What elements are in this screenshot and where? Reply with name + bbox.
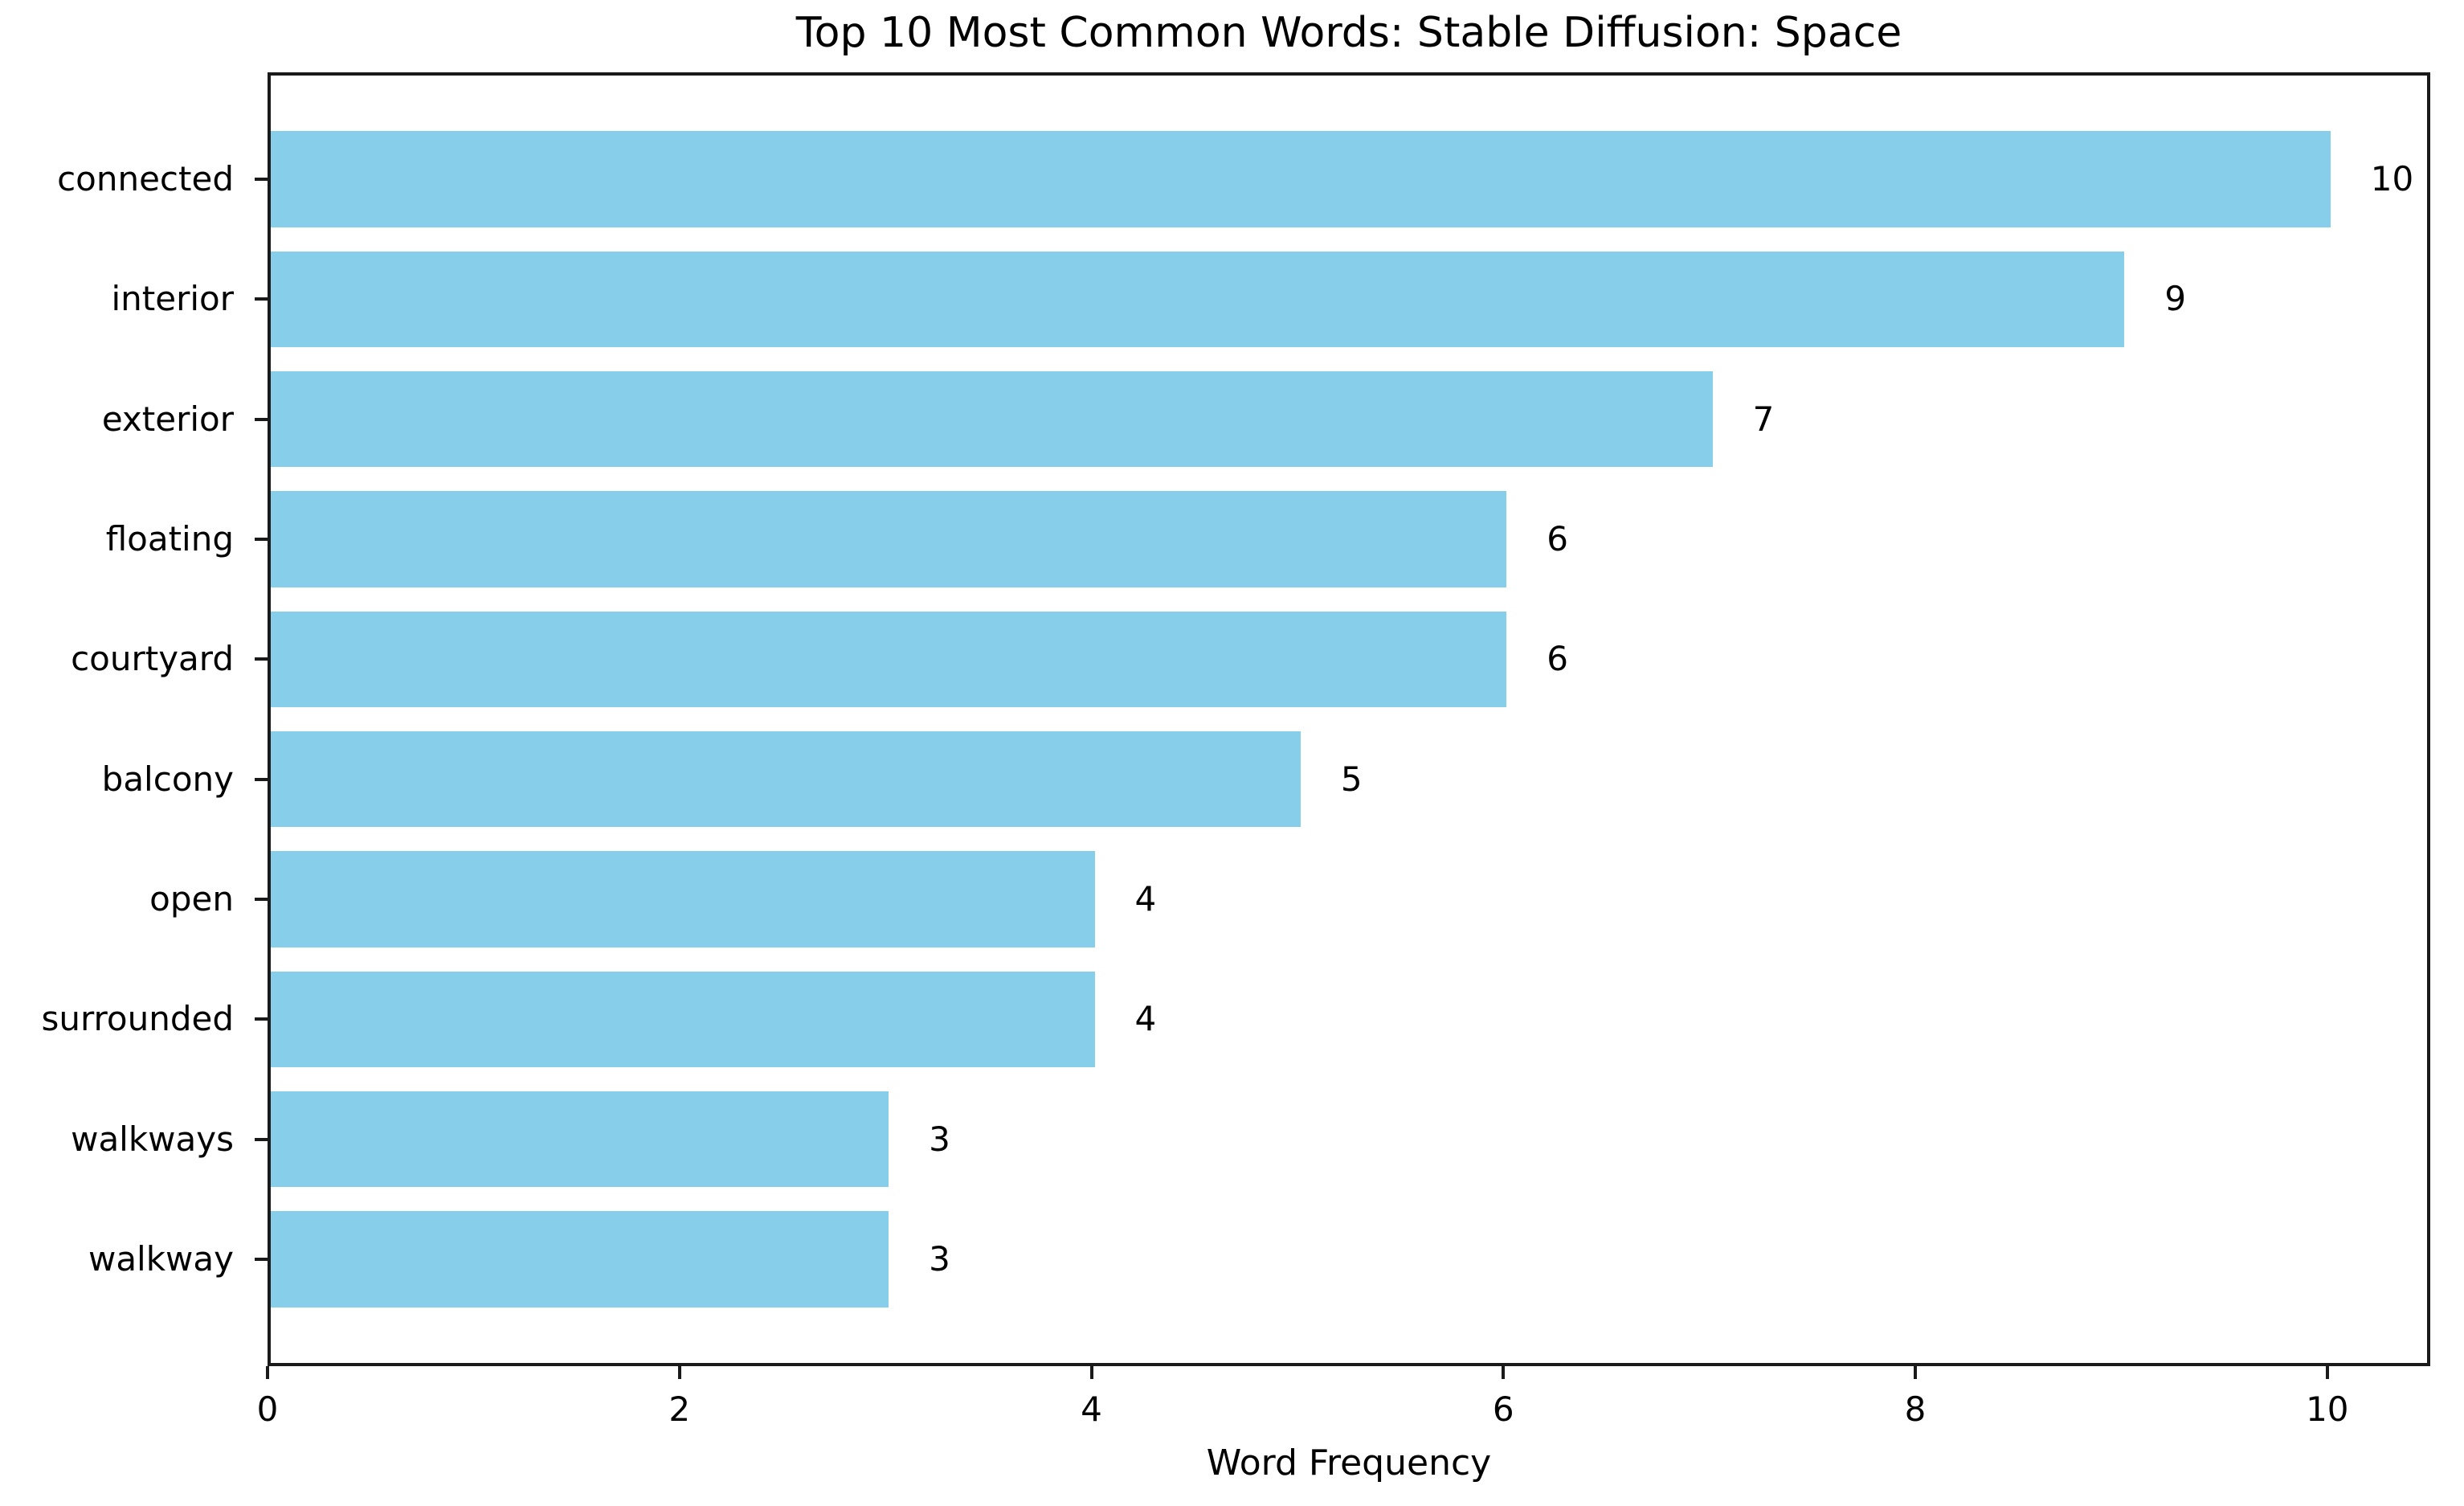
bar-value-label: 7 [1752, 399, 1775, 439]
bar-value-label: 6 [1547, 639, 1569, 679]
x-tick-mark [1089, 1366, 1093, 1379]
chart-title: Top 10 Most Common Words: Stable Diffusi… [795, 9, 1902, 57]
x-tick-label-6: 6 [1492, 1389, 1514, 1429]
y-tick-label-floating: floating [105, 518, 234, 559]
y-tick-label-walkway: walkway [88, 1239, 234, 1279]
y-tick-mark [255, 177, 268, 181]
x-tick-mark [1914, 1366, 1918, 1379]
y-tick-label-exterior: exterior [101, 399, 234, 439]
y-tick-mark [255, 537, 268, 541]
x-tick-label-8: 8 [1904, 1389, 1927, 1429]
plot-area: 10 9 7 6 6 5 4 4 3 3 [268, 72, 2430, 1366]
y-tick-mark [255, 657, 268, 661]
y-tick-mark [255, 777, 268, 781]
y-tick-label-courtyard: courtyard [71, 639, 234, 679]
bar-open [271, 851, 1095, 947]
x-tick-label-10: 10 [2306, 1389, 2349, 1429]
y-tick-label-connected: connected [57, 158, 234, 198]
y-tick-mark [255, 417, 268, 421]
y-tick-label-walkways: walkways [71, 1119, 234, 1159]
bar-exterior [271, 370, 1713, 468]
x-axis-label: Word Frequency [1206, 1443, 1492, 1483]
bar-value-label: 6 [1547, 518, 1569, 559]
x-tick-mark [2325, 1366, 2329, 1379]
bar-floating [271, 491, 1507, 587]
x-tick-label-2: 2 [668, 1389, 691, 1429]
x-tick-mark [677, 1366, 681, 1379]
bar-interior [271, 251, 2125, 347]
x-tick-mark [266, 1366, 269, 1379]
bar-value-label: 3 [929, 1119, 950, 1159]
bar-walkways [271, 1091, 889, 1188]
y-tick-mark [255, 898, 268, 902]
y-tick-label-surrounded: surrounded [41, 999, 234, 1039]
x-tick-label-4: 4 [1081, 1389, 1102, 1429]
y-tick-label-open: open [149, 879, 234, 919]
x-tick-mark [1502, 1366, 1506, 1379]
y-tick-label-balcony: balcony [101, 759, 234, 799]
bar-walkway [271, 1211, 889, 1308]
bar-value-label: 10 [2370, 158, 2414, 198]
bar-balcony [271, 730, 1301, 828]
x-tick-label-0: 0 [256, 1389, 279, 1429]
bar-connected [271, 131, 2331, 227]
y-tick-mark [255, 1137, 268, 1141]
bar-value-label: 3 [929, 1239, 950, 1279]
y-tick-mark [255, 297, 268, 301]
y-tick-mark [255, 1017, 268, 1021]
bar-value-label: 9 [2164, 279, 2187, 319]
y-tick-label-interior: interior [111, 279, 235, 319]
bar-value-label: 5 [1340, 759, 1363, 799]
bar-value-label: 4 [1134, 879, 1157, 919]
bar-surrounded [271, 971, 1095, 1068]
y-tick-mark [255, 1258, 268, 1262]
bar-value-label: 4 [1134, 999, 1157, 1039]
bar-courtyard [271, 611, 1507, 708]
